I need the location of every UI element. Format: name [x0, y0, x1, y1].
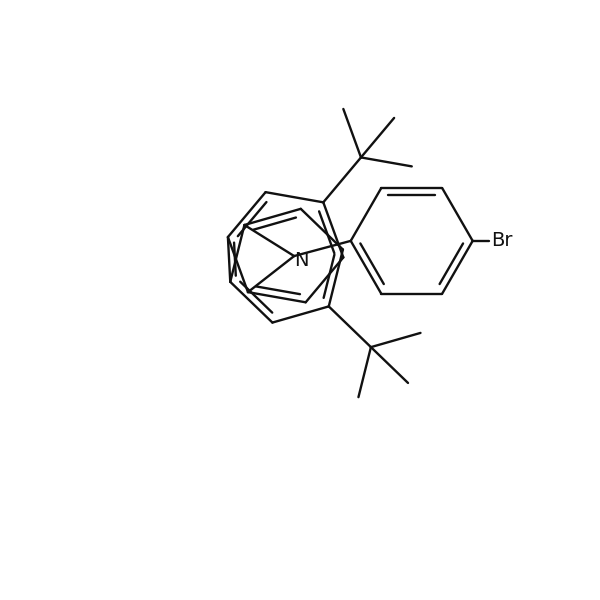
Text: N: N: [294, 251, 308, 270]
Text: Br: Br: [491, 232, 513, 250]
